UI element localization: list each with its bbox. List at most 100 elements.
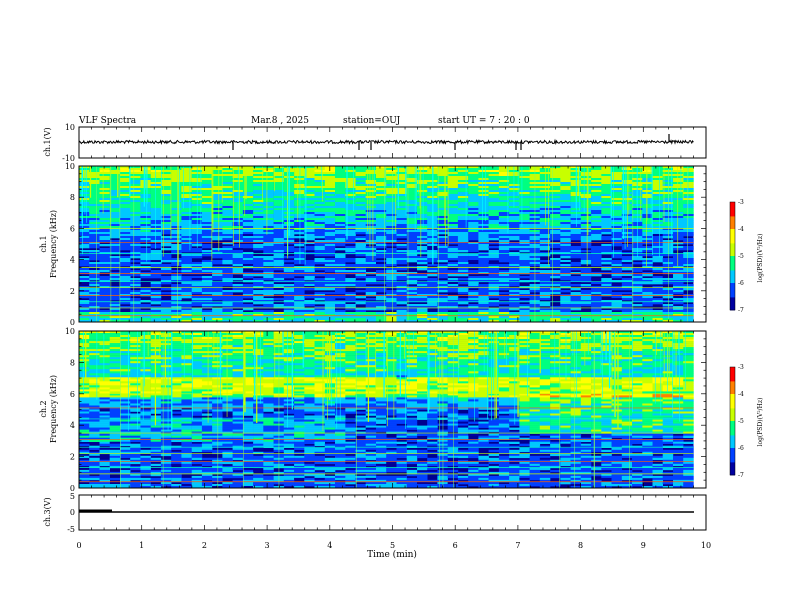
spectrogram-cell bbox=[324, 172, 336, 175]
spectrogram-cell bbox=[580, 194, 592, 197]
spectrogram-cell bbox=[417, 176, 428, 179]
spectrogram-cell bbox=[345, 339, 356, 342]
spectrogram-cell bbox=[662, 306, 674, 309]
spectrogram-cell bbox=[79, 176, 90, 179]
spectrogram-cell bbox=[642, 168, 653, 171]
spectrogram-cell bbox=[519, 312, 530, 315]
spectrogram-cell bbox=[427, 278, 438, 281]
spectrogram-cell bbox=[570, 214, 582, 217]
spectrogram-cell bbox=[232, 220, 244, 223]
spectrogram-cell bbox=[130, 168, 141, 171]
spectrogram-cell bbox=[191, 276, 203, 279]
spectrogram-cell bbox=[335, 192, 346, 195]
spectrogram-cell bbox=[591, 290, 602, 293]
spectrogram-cell bbox=[642, 194, 653, 197]
spectrogram-cell bbox=[601, 222, 612, 225]
spectrogram-cell bbox=[314, 178, 325, 181]
spectrogram-cell bbox=[662, 312, 674, 315]
spectrogram-cell bbox=[519, 166, 530, 169]
spectrogram-cell bbox=[273, 224, 285, 227]
spectrogram-cell bbox=[621, 306, 633, 309]
spectrogram-cell bbox=[273, 254, 285, 257]
spectrogram-cell bbox=[314, 288, 325, 291]
spectrogram-cell bbox=[498, 218, 510, 221]
spectrogram-cell bbox=[652, 268, 663, 271]
spectrogram-cell bbox=[365, 314, 377, 317]
spectrogram-cell bbox=[212, 176, 223, 179]
spectrogram-cell bbox=[171, 232, 182, 235]
spectrogram-cell bbox=[386, 292, 397, 295]
spectrogram-cell bbox=[376, 226, 387, 229]
spectrogram-cell bbox=[304, 184, 315, 187]
spectrogram-cell bbox=[212, 302, 223, 305]
spectrogram-cell bbox=[642, 234, 653, 237]
spectrogram-cell bbox=[427, 333, 438, 336]
spectrogram-cell bbox=[376, 335, 387, 338]
spectrogram-cell bbox=[437, 274, 448, 277]
spectrogram-cell bbox=[130, 256, 141, 259]
spectrogram-cell bbox=[478, 292, 489, 295]
spectrogram-cell bbox=[662, 264, 674, 267]
spectrogram-cell bbox=[580, 290, 592, 293]
spectrogram-cell bbox=[355, 230, 366, 233]
spectrogram-cell bbox=[478, 306, 489, 309]
spectrogram-cell bbox=[611, 190, 622, 193]
spectrogram-cell bbox=[99, 208, 110, 211]
spectrogram-cell bbox=[120, 172, 131, 175]
spectrogram-cell bbox=[396, 186, 407, 189]
spectrogram-cell bbox=[365, 262, 377, 265]
spectrogram-cell bbox=[304, 188, 315, 191]
spectrogram-cell bbox=[109, 218, 121, 221]
spectrogram-cell bbox=[232, 190, 244, 193]
spectrogram-cell bbox=[580, 178, 592, 181]
spectrogram-cell bbox=[160, 170, 172, 173]
spectrogram-cell bbox=[621, 272, 633, 275]
spectrogram-cell bbox=[509, 194, 520, 197]
spectrogram-cell bbox=[212, 172, 223, 175]
spectrogram-cell bbox=[355, 206, 366, 209]
spectrogram-cell bbox=[386, 184, 397, 187]
spectrogram-cell bbox=[386, 238, 397, 241]
spectrogram-cell bbox=[150, 272, 162, 275]
spectrogram-cell bbox=[365, 190, 377, 193]
spectrogram-cell bbox=[621, 208, 633, 211]
spectrogram-cell bbox=[222, 234, 233, 237]
spectrogram-cell bbox=[560, 290, 571, 293]
spectrogram-cell bbox=[345, 337, 356, 340]
spectrogram-cell bbox=[242, 288, 254, 291]
spectrogram-cell bbox=[478, 320, 489, 323]
spectrogram-cell bbox=[79, 238, 90, 241]
spectrogram-cell bbox=[99, 318, 110, 321]
colorbar-cell bbox=[730, 225, 735, 228]
spectrogram-cell bbox=[324, 194, 336, 197]
spectrogram-cell bbox=[509, 208, 520, 211]
spectrogram-cell bbox=[457, 331, 469, 334]
colorbar-cell bbox=[730, 302, 735, 305]
spectrogram-cell bbox=[89, 192, 100, 195]
spectrogram-cell bbox=[468, 214, 479, 217]
spectrogram-cell bbox=[386, 192, 397, 195]
y-tick-label: 8 bbox=[70, 193, 75, 202]
spectrogram-cell bbox=[478, 226, 489, 229]
spectrogram-cell bbox=[478, 232, 489, 235]
spectrogram-cell bbox=[160, 202, 172, 205]
spectrogram-cell bbox=[191, 284, 203, 287]
spectrogram-cell bbox=[683, 204, 694, 207]
spectrogram-cell bbox=[437, 240, 448, 243]
spectrogram-cell bbox=[498, 190, 510, 193]
spectrogram-cell bbox=[621, 331, 633, 334]
spectrogram-cell bbox=[550, 260, 561, 263]
spectrogram-cell bbox=[253, 170, 264, 173]
spectrogram-cell bbox=[263, 204, 274, 207]
y-tick-label: 6 bbox=[70, 224, 75, 233]
spectrogram-cell bbox=[345, 210, 356, 213]
spectrogram-cell bbox=[386, 232, 397, 235]
spectrogram-cell bbox=[611, 312, 622, 315]
spectrogram-cell bbox=[611, 226, 622, 229]
spectrogram-cell bbox=[201, 216, 213, 219]
spectrogram-cell bbox=[314, 272, 325, 275]
spectrogram-cell bbox=[222, 232, 233, 235]
spectrogram-cell bbox=[160, 172, 172, 175]
spectrogram-cell bbox=[376, 288, 387, 291]
spectrogram-cell bbox=[89, 212, 100, 215]
